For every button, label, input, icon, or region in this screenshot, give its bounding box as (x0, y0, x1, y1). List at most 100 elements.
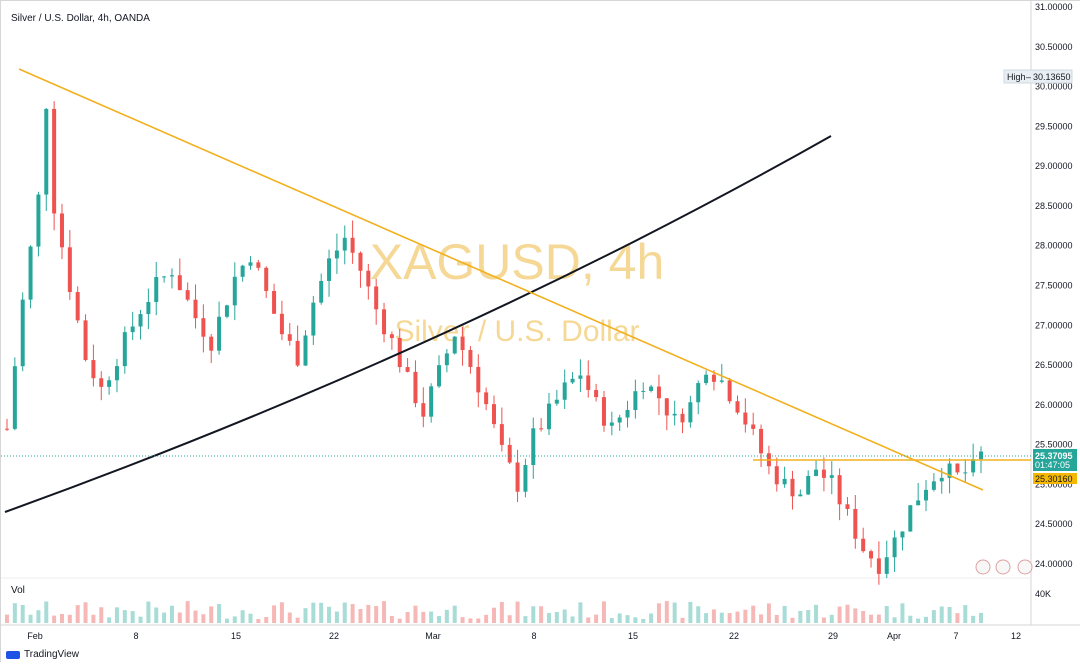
volume-bar (656, 603, 661, 623)
candle-body (460, 336, 465, 351)
price-tick-label: 24.00000 (1035, 559, 1073, 569)
volume-bar (468, 618, 473, 623)
volume-bar (114, 607, 119, 623)
time-tick-label: 7 (953, 631, 958, 641)
volume-bar (766, 603, 771, 623)
candle-body (806, 475, 811, 495)
candle-body (287, 334, 292, 341)
price-tick-label: 30.50000 (1035, 42, 1073, 52)
price-tick-label: 31.00000 (1035, 2, 1073, 12)
candle-body (570, 378, 575, 383)
time-tick-label: 12 (1011, 631, 1021, 641)
descending-trendline[interactable] (18, 68, 984, 491)
volume-bar (177, 612, 182, 623)
candle-body (751, 424, 756, 429)
volume-bar (342, 602, 347, 623)
volume-bar (122, 610, 127, 623)
economic-event-icons[interactable] (975, 559, 1033, 575)
volume-bar (719, 612, 724, 623)
volume-bar (696, 606, 701, 623)
candle-body (232, 276, 237, 306)
price-axis-ticks: 31.00000 30.50000 30.00000 29.50000 29.00000… (1035, 2, 1073, 569)
volume-bar (146, 601, 151, 623)
us-flag-icon[interactable] (995, 559, 1011, 575)
candle-body (91, 360, 96, 379)
us-flag-icon[interactable] (1017, 559, 1033, 575)
candle-body (633, 391, 638, 410)
volume-bar (735, 611, 740, 623)
volume-bar (240, 610, 245, 623)
candle-body (83, 320, 88, 361)
volume-bar (594, 614, 599, 623)
price-tick-label: 25.00000 (1035, 479, 1073, 489)
price-tick-label: 28.00000 (1035, 241, 1073, 251)
candle-body (67, 247, 72, 293)
candle-body (892, 537, 897, 558)
volume-bar (130, 611, 135, 623)
candle-body (146, 302, 151, 315)
volume-bar (83, 602, 88, 623)
candle-body (586, 375, 591, 390)
volume-bar (358, 609, 363, 623)
candle-body (798, 494, 803, 497)
time-axis-ticks: Feb 8 15 22 Mar 8 15 22 29 Apr 7 12 (27, 631, 1021, 641)
candle-body (743, 412, 748, 425)
volume-bar (334, 611, 339, 623)
volume-bar (256, 618, 261, 623)
candle-body (979, 451, 983, 460)
volume-bar (382, 601, 387, 623)
volume-bar (350, 604, 355, 623)
candle-body (429, 386, 434, 417)
candle-body (963, 472, 968, 474)
volume-bar (107, 617, 112, 623)
candle-body (829, 475, 834, 478)
candle-body (924, 489, 929, 501)
volume-bar (586, 617, 591, 623)
price-tick-label: 26.50000 (1035, 360, 1073, 370)
volume-bar (484, 614, 489, 623)
time-tick-label: 22 (729, 631, 739, 641)
candle-body (774, 466, 779, 485)
tradingview-logo-icon (6, 650, 20, 659)
curve-overlay[interactable] (4, 135, 832, 513)
candle-body (44, 108, 49, 195)
candle-body (240, 265, 245, 277)
volume-bar (955, 613, 960, 623)
candle-body (531, 428, 536, 466)
volume-bar (743, 609, 748, 623)
price-tick-label: 28.50000 (1035, 201, 1073, 211)
candle-body (908, 505, 913, 532)
time-tick-label: 8 (133, 631, 138, 641)
candle-body (444, 353, 449, 366)
volume-bar (67, 614, 72, 623)
volume-bar (751, 605, 756, 623)
candle-body (790, 478, 795, 497)
volume-bar (421, 611, 426, 623)
candle-body (421, 403, 426, 417)
volume-bar (531, 606, 536, 623)
volume-bar (91, 614, 96, 623)
us-flag-icon[interactable] (975, 559, 991, 575)
candle-body (759, 428, 764, 454)
candle-body (162, 276, 167, 278)
volume-bar (578, 602, 583, 623)
candle-body (641, 390, 646, 392)
candle-body (484, 392, 489, 405)
time-tick-label: 8 (531, 631, 536, 641)
volume-bar (492, 607, 496, 623)
candle-body (334, 250, 339, 259)
candle-body (201, 318, 206, 337)
volume-bar (931, 610, 936, 623)
candle-body (861, 538, 866, 552)
candle-body (704, 374, 709, 384)
volume-bar (546, 612, 551, 623)
candle-body (476, 366, 481, 393)
candle-body (264, 267, 269, 291)
volume-bar (5, 614, 9, 623)
candles (5, 101, 983, 585)
candle-body (366, 270, 371, 287)
volume-bar (798, 610, 803, 623)
volume-bar (405, 611, 410, 623)
volume-bar (162, 612, 167, 623)
